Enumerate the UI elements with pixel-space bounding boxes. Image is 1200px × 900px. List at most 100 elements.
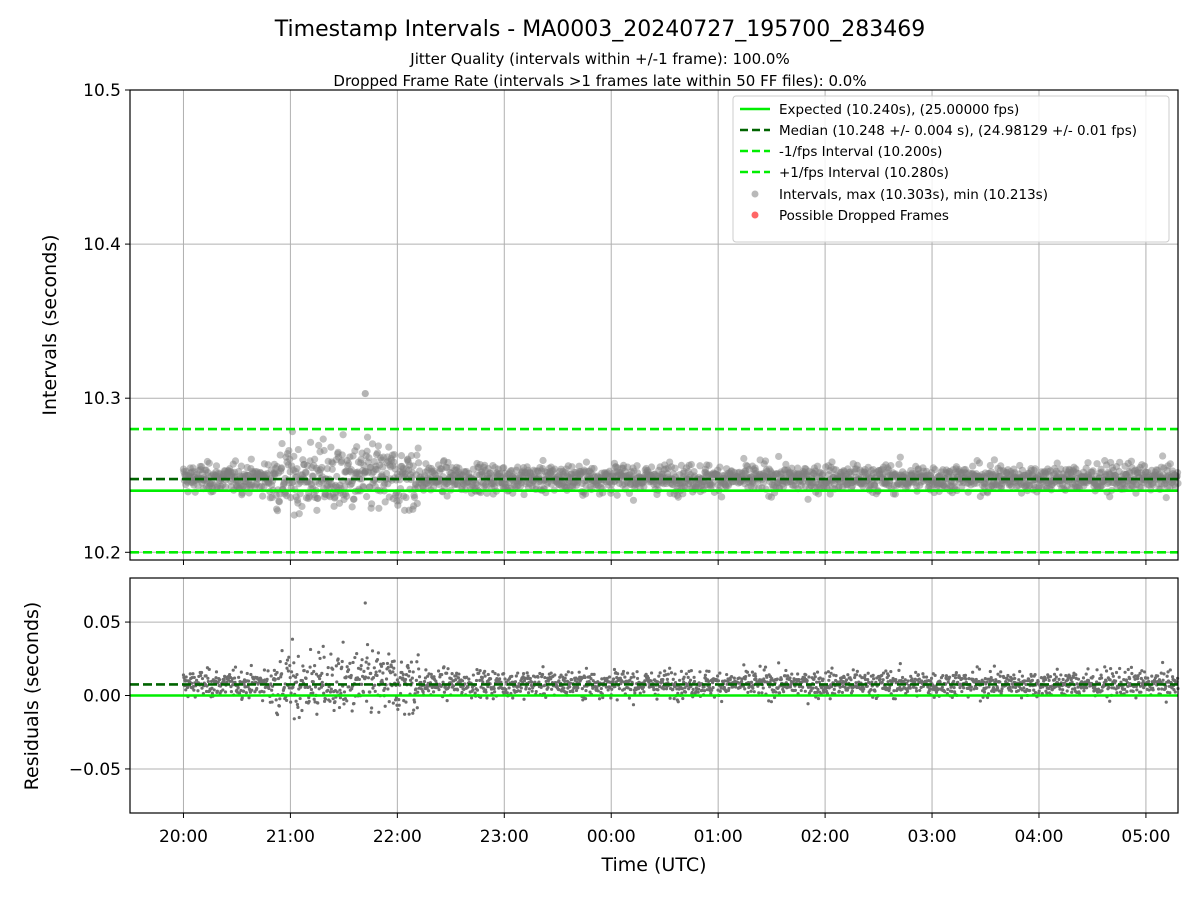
residual-point — [1045, 691, 1049, 695]
residual-point — [1019, 696, 1024, 700]
interval-point — [705, 461, 713, 469]
legend-box — [732, 95, 1170, 243]
residual-point — [308, 647, 313, 652]
residual-point — [916, 673, 920, 677]
residual-point — [404, 672, 409, 677]
residual-point — [396, 707, 400, 712]
residual-point — [407, 674, 411, 678]
residual-point — [992, 664, 996, 668]
residual-point — [311, 691, 315, 695]
residual-point — [734, 685, 738, 689]
residual-point — [680, 687, 684, 691]
residual-point — [804, 673, 808, 677]
residual-point — [441, 680, 445, 684]
residual-point — [425, 684, 429, 688]
interval-point — [1106, 493, 1114, 501]
interval-point — [1031, 465, 1039, 473]
residual-point — [184, 688, 188, 692]
interval-point — [330, 502, 338, 510]
residual-point — [359, 664, 363, 668]
residual-point — [364, 660, 368, 664]
residual-point — [374, 670, 378, 674]
residual-point — [534, 689, 538, 694]
residual-point — [269, 682, 273, 686]
residual-point — [635, 670, 639, 674]
residual-point — [1131, 689, 1135, 694]
residual-point — [409, 660, 414, 664]
residual-point — [249, 663, 253, 668]
residual-point — [760, 691, 764, 695]
residual-point — [426, 674, 430, 678]
residual-point — [475, 688, 480, 692]
residual-point — [668, 666, 672, 670]
residual-point — [884, 669, 888, 673]
residual-point — [445, 699, 449, 703]
residual-point — [350, 709, 354, 713]
residual-point — [649, 679, 653, 683]
residual-point — [493, 690, 497, 694]
residual-point — [213, 679, 218, 683]
residual-point — [373, 689, 377, 693]
residual-point — [221, 688, 225, 692]
residual-point — [698, 670, 702, 674]
residual-point — [918, 688, 922, 693]
residual-point — [562, 686, 566, 690]
residual-point — [720, 699, 724, 704]
residual-point — [1070, 690, 1074, 694]
residual-point — [753, 674, 758, 679]
residual-point — [853, 675, 857, 680]
residual-point — [313, 685, 318, 689]
residual-point — [274, 698, 278, 702]
residual-point — [744, 674, 748, 679]
residual-point — [768, 685, 772, 689]
residual-point — [522, 697, 526, 701]
interval-point — [775, 452, 783, 461]
residual-point — [988, 669, 992, 674]
interval-point-max — [361, 389, 369, 398]
interval-point — [247, 455, 255, 463]
residual-point — [492, 687, 496, 691]
residual-point — [1146, 676, 1150, 680]
residual-point — [716, 679, 721, 683]
interval-point — [298, 502, 306, 511]
residual-point — [1095, 668, 1099, 672]
residual-point — [948, 675, 952, 679]
residual-point — [1029, 674, 1034, 678]
residual-point — [995, 686, 1000, 690]
residual-point — [467, 677, 471, 681]
residual-point — [440, 673, 444, 677]
residual-point — [815, 680, 819, 684]
residual-point — [815, 690, 819, 694]
interval-point — [318, 463, 326, 472]
residual-point — [373, 683, 377, 687]
interval-point — [671, 464, 679, 472]
residual-point — [267, 686, 271, 691]
figure-subtitle-dropped: Dropped Frame Rate (intervals >1 frames … — [333, 72, 866, 90]
residual-point — [908, 686, 912, 690]
residual-point — [1125, 690, 1129, 694]
residual-point — [681, 696, 685, 701]
residual-point — [673, 672, 677, 676]
residual-point — [611, 677, 616, 681]
residual-point — [769, 700, 774, 704]
residual-point — [344, 675, 348, 679]
residual-point — [1114, 670, 1119, 675]
residual-point — [455, 688, 460, 692]
residual-point — [473, 691, 477, 695]
residual-point — [564, 690, 569, 694]
residual-point — [308, 665, 312, 669]
residual-point — [527, 687, 532, 691]
residual-point — [824, 671, 828, 675]
interval-point — [375, 504, 383, 512]
residual-point — [246, 685, 250, 689]
residual-point — [944, 674, 949, 678]
residual-point — [850, 689, 854, 693]
residual-point — [513, 680, 518, 684]
interval-point — [687, 460, 695, 469]
residual-point — [434, 679, 438, 683]
residual-point — [407, 712, 411, 716]
residual-point — [1170, 675, 1175, 679]
intervals-y-tick-label: 10.5 — [83, 81, 121, 101]
residual-point — [834, 674, 838, 678]
interval-point — [582, 458, 591, 466]
